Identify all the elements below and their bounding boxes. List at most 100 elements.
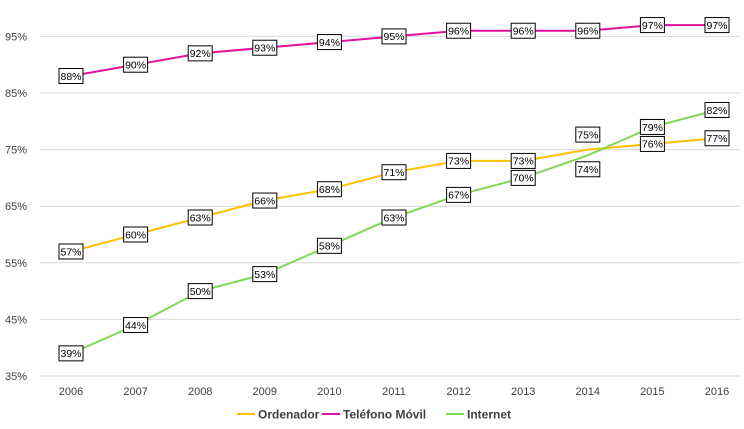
data-label-text: 96% — [448, 26, 469, 38]
y-tick-label: 45% — [5, 314, 27, 326]
data-label-text: 90% — [125, 60, 146, 72]
legend-entry: Internet — [446, 408, 511, 422]
data-label: 82% — [704, 101, 730, 118]
data-label-text: 94% — [319, 37, 340, 49]
data-label: 76% — [639, 135, 665, 152]
data-label-text: 97% — [706, 20, 727, 32]
y-tick-label: 75% — [5, 145, 27, 157]
data-label-box — [704, 101, 730, 118]
data-label-text: 96% — [577, 26, 598, 38]
x-tick-label: 2007 — [123, 386, 147, 398]
data-label-box — [381, 209, 407, 226]
data-label: 68% — [316, 181, 342, 198]
data-label: 95% — [381, 28, 407, 45]
data-label-box — [575, 22, 601, 39]
data-label: 94% — [316, 34, 342, 51]
x-tick-label: 2010 — [317, 386, 341, 398]
data-label: 63% — [381, 209, 407, 226]
data-label: 44% — [123, 317, 149, 334]
data-label: 75% — [575, 126, 601, 143]
data-label: 96% — [510, 22, 536, 39]
data-label: 92% — [187, 45, 213, 62]
data-label-text: 73% — [513, 156, 534, 168]
data-label-text: 39% — [60, 348, 81, 360]
series-lines — [70, 24, 718, 355]
series-line-0 — [70, 137, 718, 253]
data-label-text: 66% — [254, 195, 275, 207]
data-label-box — [381, 164, 407, 181]
data-label-box — [381, 28, 407, 45]
data-label-box — [123, 226, 149, 243]
data-label: 90% — [123, 56, 149, 73]
x-tick-label: 2008 — [188, 386, 212, 398]
y-tick-label: 95% — [5, 31, 27, 43]
data-label-box — [123, 317, 149, 334]
legend-label: Internet — [467, 408, 511, 422]
x-tick-label: 2006 — [59, 386, 83, 398]
data-label-text: 53% — [254, 269, 275, 281]
data-label-box — [575, 161, 601, 178]
x-tick-label: 2012 — [446, 386, 470, 398]
legend: Ordenador Teléfono Móvil Internet — [237, 408, 511, 422]
data-label-box — [510, 22, 536, 39]
data-label-box — [446, 186, 472, 203]
y-axis: 35% 45% 55% 65% 75% 85% 95% — [5, 31, 27, 383]
data-label: 73% — [510, 152, 536, 169]
data-label-box — [446, 152, 472, 169]
data-label-box — [316, 34, 342, 51]
data-label-box — [316, 181, 342, 198]
data-label: 63% — [187, 209, 213, 226]
data-label-text: 88% — [60, 71, 81, 83]
data-label-text: 73% — [448, 156, 469, 168]
data-label: 88% — [58, 68, 84, 85]
x-tick-label: 2011 — [382, 386, 406, 398]
data-label-box — [704, 17, 730, 34]
data-label-box — [58, 243, 84, 260]
data-label-text: 97% — [642, 20, 663, 32]
legend-entry: Ordenador — [237, 408, 320, 422]
data-label-text: 50% — [190, 286, 211, 298]
data-label-box — [187, 283, 213, 300]
data-label-text: 71% — [383, 167, 404, 179]
data-label: 73% — [446, 152, 472, 169]
data-label-text: 75% — [577, 129, 598, 141]
data-label-text: 44% — [125, 320, 146, 332]
data-label-text: 76% — [642, 139, 663, 151]
legend-label: Ordenador — [258, 408, 320, 422]
data-label-text: 93% — [254, 43, 275, 55]
data-label: 71% — [381, 164, 407, 181]
data-label-text: 58% — [319, 241, 340, 253]
y-tick-label: 85% — [5, 88, 27, 100]
data-label: 60% — [123, 226, 149, 243]
data-label: 96% — [446, 22, 472, 39]
data-label-text: 77% — [706, 133, 727, 145]
data-label-text: 57% — [60, 246, 81, 258]
data-label-box — [639, 118, 665, 135]
data-label: 97% — [639, 17, 665, 34]
x-tick-label: 2016 — [705, 386, 729, 398]
data-label-box — [252, 266, 278, 283]
x-tick-label: 2009 — [253, 386, 277, 398]
data-label-text: 63% — [190, 212, 211, 224]
legend-label: Teléfono Móvil — [343, 408, 426, 422]
data-label-text: 60% — [125, 229, 146, 241]
x-tick-label: 2013 — [511, 386, 535, 398]
data-label: 70% — [510, 169, 536, 186]
data-label: 58% — [316, 237, 342, 254]
data-label-box — [316, 237, 342, 254]
data-label: 96% — [575, 22, 601, 39]
data-label-box — [510, 152, 536, 169]
data-label-text: 82% — [706, 105, 727, 117]
gridlines — [40, 35, 740, 377]
data-label-text: 67% — [448, 190, 469, 202]
x-axis: 2006 2007 2008 2009 2010 2011 2012 2013 2014 2015… — [59, 386, 729, 398]
data-label: 67% — [446, 186, 472, 203]
data-label: 79% — [639, 118, 665, 135]
data-label: 93% — [252, 39, 278, 56]
x-tick-label: 2014 — [576, 386, 600, 398]
data-label-text: 74% — [577, 164, 598, 176]
data-label-text: 79% — [642, 122, 663, 134]
data-label-box — [187, 209, 213, 226]
data-label-text: 95% — [383, 31, 404, 43]
